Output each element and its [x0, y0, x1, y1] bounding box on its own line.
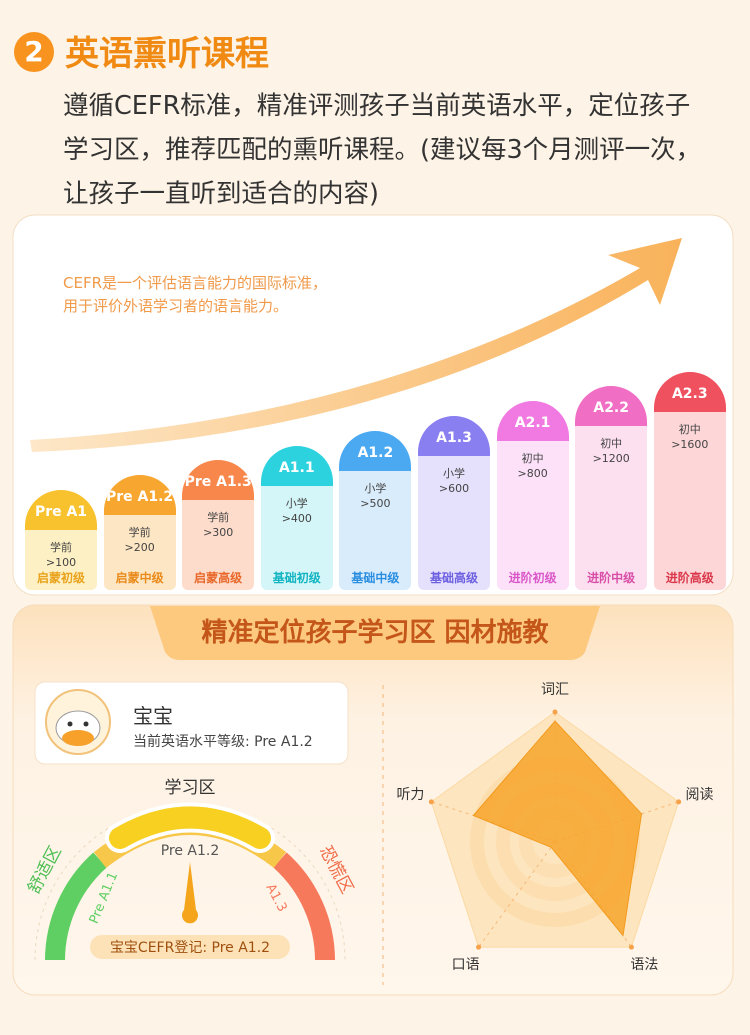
level-info: 学前 >100: [25, 540, 97, 570]
note-line: 用于评价外语学习者的语言能力。: [63, 297, 289, 315]
level-vocab: >300: [203, 526, 234, 540]
level-stage: 小学: [364, 481, 387, 495]
level-name: A1.1: [260, 445, 333, 486]
radar-axis-label: 词汇: [541, 682, 569, 698]
radar-vertex: [628, 944, 634, 950]
profile-name: 宝宝: [133, 704, 173, 728]
level-vocab: >500: [360, 496, 391, 510]
banner-shape: [150, 606, 600, 660]
gauge-badge: 宝宝CEFR登记: Pre A1.2: [110, 940, 270, 956]
level-column: A1.1 小学 >400 基础初级: [260, 445, 333, 590]
level-group: 启蒙初级: [36, 571, 85, 585]
level-group: 基础初级: [272, 571, 321, 585]
level-name: Pre A1.3: [182, 460, 255, 501]
radar-vertex: [676, 799, 682, 805]
level-column: A2.3 初中 >1600 进阶高级: [653, 371, 726, 590]
gauge-center-label: Pre A1.2: [161, 843, 220, 859]
radar-spoke: [478, 841, 556, 948]
radar-axis-label: 口语: [452, 957, 480, 973]
level-name: A2.1: [496, 401, 569, 442]
level-stage: 初中: [521, 452, 544, 466]
level-column: Pre A1.2 学前 >200 启蒙中级: [103, 475, 176, 590]
level-name: A1.2: [339, 430, 412, 471]
level-vocab: >400: [281, 511, 312, 525]
level-info: 小学 >400: [261, 496, 333, 526]
level-column: A1.2 小学 >500 基础中级: [339, 430, 412, 590]
level-group: 基础高级: [429, 571, 478, 585]
level-name: Pre A1.2: [103, 475, 176, 516]
level-group: 进阶高级: [665, 571, 714, 585]
level-group: 基础中级: [351, 571, 400, 585]
profile-level: 当前英语水平等级: Pre A1.2: [133, 734, 313, 750]
level-stage: 小学: [285, 496, 308, 510]
level-vocab: >600: [438, 482, 470, 495]
level-group: 进阶中级: [587, 571, 636, 585]
gauge-top-label: 学习区: [165, 778, 216, 798]
radar-axis-label: 语法: [630, 957, 658, 973]
level-stage: 学前: [50, 541, 72, 554]
title: 英语熏听课程: [65, 34, 269, 74]
level-stage: 小学: [443, 467, 465, 480]
radar-vertex: [552, 709, 558, 715]
level-info: 小学 >600: [418, 466, 490, 496]
gauge-needle: [181, 862, 198, 924]
banner: 精准定位孩子学习区 因材施教: [201, 618, 549, 648]
level-vocab: >1600: [671, 437, 709, 451]
profile-card: [34, 681, 349, 765]
levels: Pre A1 学前 >100 启蒙初级 Pre A1.2 学前 >200 启蒙中级 Pre A1…: [25, 371, 726, 590]
level-column: Pre A1.3 学前 >300 启蒙高级: [182, 460, 255, 590]
level-info: 学前 >200: [104, 525, 176, 555]
level-group: 进阶初级: [508, 571, 557, 585]
level-stage: 初中: [678, 422, 701, 436]
level-vocab: >1200: [592, 452, 630, 466]
gauge-panic: [273, 852, 335, 961]
level-vocab: >800: [517, 467, 548, 481]
level-info: 学前 >300: [182, 510, 254, 540]
level-info: 小学 >500: [339, 481, 411, 511]
radar-axis-label: 阅读: [686, 786, 714, 803]
radar-axis-label: 听力: [396, 787, 424, 803]
gauge-comfort: [45, 852, 107, 961]
description: 遵循CEFR标准，精准评测孩子当前英语水平，定位孩子学习区，推荐匹配的熏听课程。…: [63, 91, 702, 209]
note: CEFR是一个评估语言能力的国际标准， 用于评价外语学习者的语言能力。: [63, 272, 327, 318]
radar-vertex: [428, 799, 434, 805]
level-stage: 学前: [128, 526, 151, 540]
level-name: A2.3: [653, 371, 726, 412]
badge-bg: [90, 935, 290, 959]
level-vocab: >100: [45, 556, 77, 569]
level-group: 启蒙中级: [115, 571, 164, 585]
gauge-learn: [109, 806, 271, 849]
level-column: A2.2 初中 >1200 进阶中级: [575, 386, 648, 590]
avatar-beak: [62, 730, 94, 746]
level-column: A2.1 初中 >800 进阶初级: [496, 401, 569, 590]
note-line: CEFR是一个评估语言能力的国际标准，: [63, 274, 328, 292]
level-info: 初中 >800: [497, 451, 569, 481]
level-vocab: >200: [124, 541, 155, 555]
level-group: 启蒙高级: [194, 571, 243, 585]
level-info: 初中 >1200: [575, 436, 647, 466]
level-name: A2.2: [575, 386, 648, 427]
level-info: 初中 >1600: [654, 422, 726, 452]
level-column: Pre A1 学前 >100 启蒙初级: [25, 490, 97, 590]
level-stage: 学前: [207, 511, 230, 525]
radar-area: [472, 720, 643, 937]
level-name: A1.3: [418, 416, 490, 456]
level-name: Pre A1: [25, 490, 97, 530]
radar-vertex: [476, 944, 482, 950]
level-stage: 初中: [600, 437, 623, 451]
level-column: A1.3 小学 >600 基础高级: [418, 416, 490, 590]
section-number: 2: [14, 32, 54, 72]
